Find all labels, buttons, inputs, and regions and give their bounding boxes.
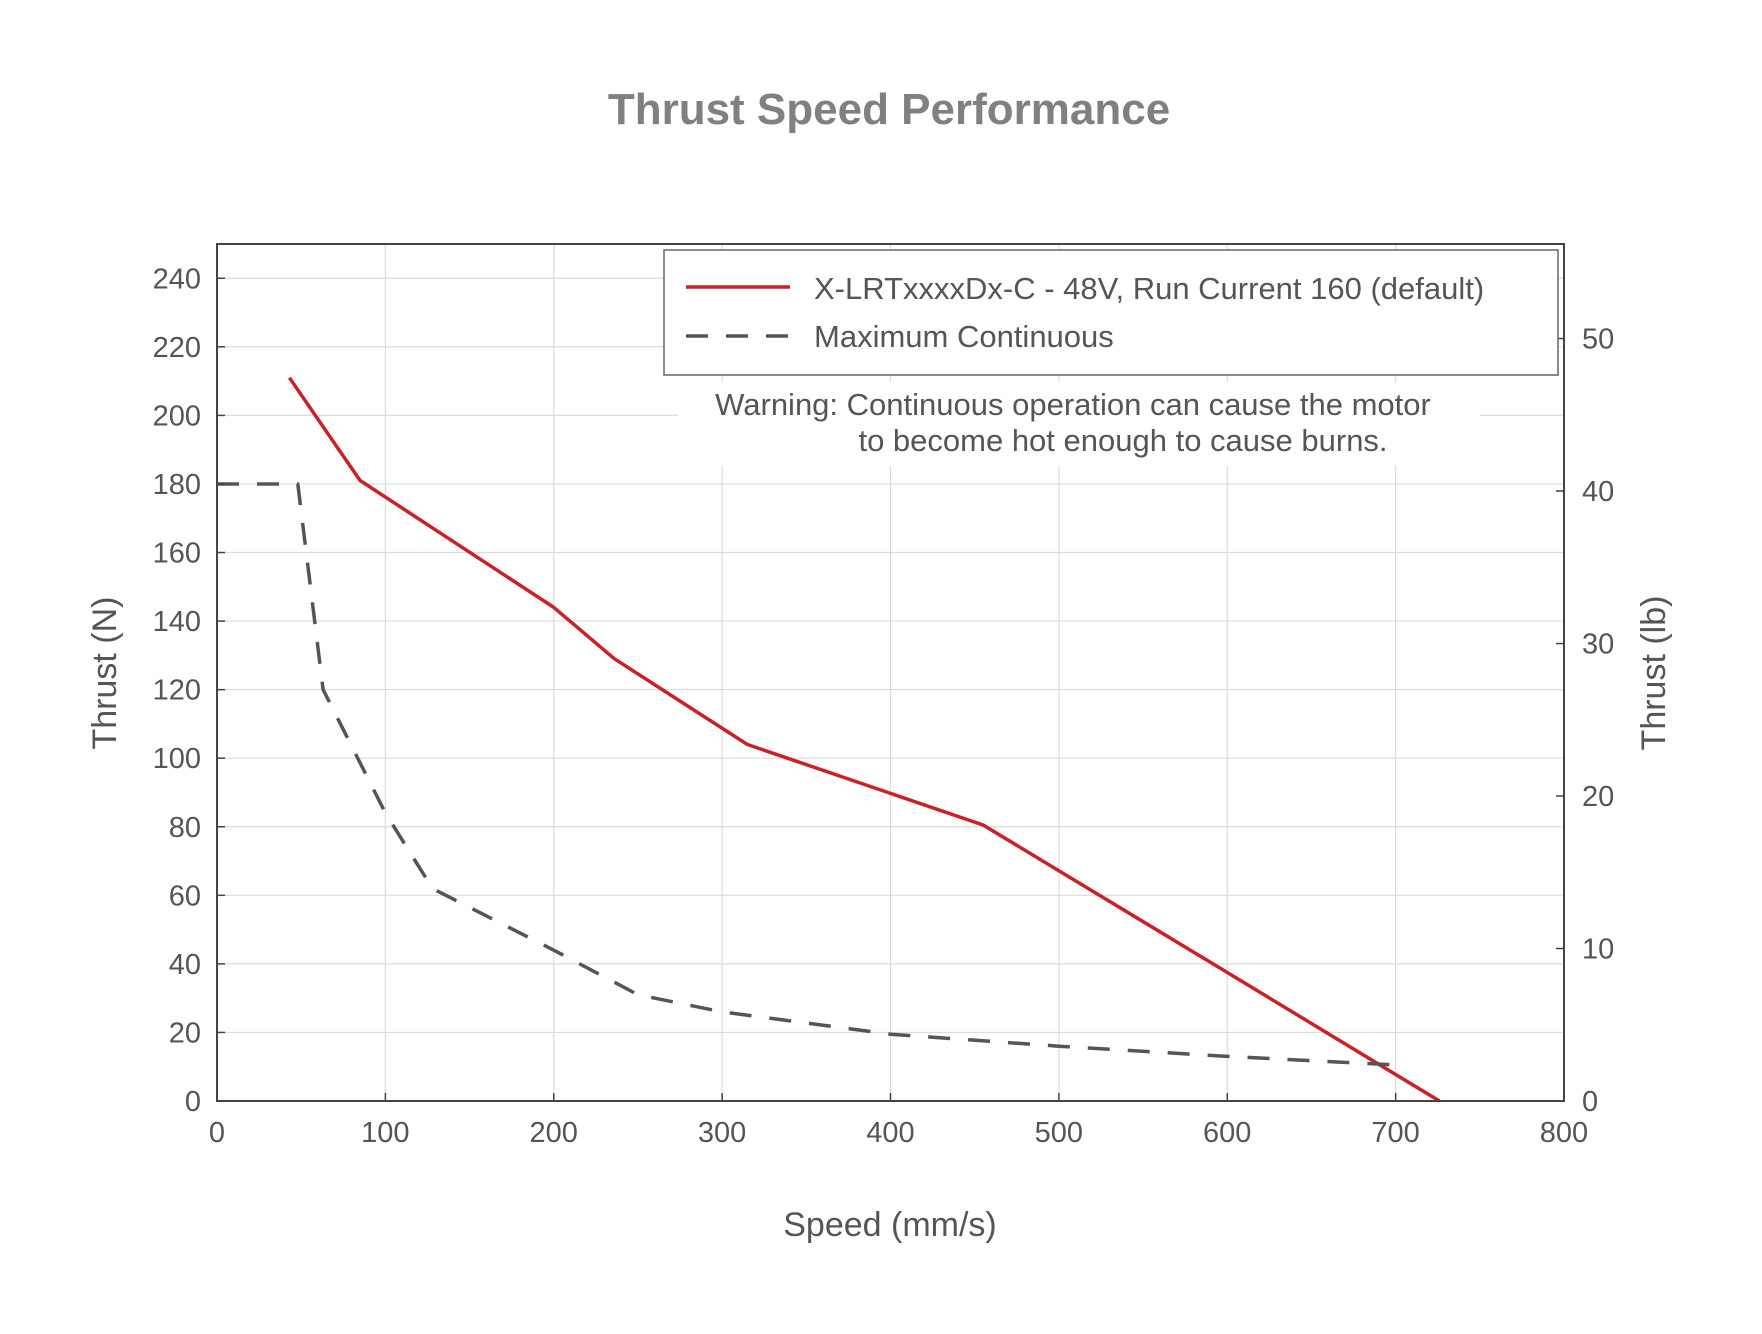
series-line-max-continuous bbox=[217, 482, 1396, 1067]
y-tick-label-left: 140 bbox=[153, 606, 201, 638]
legend-label-max-continuous: Maximum Continuous bbox=[814, 319, 1114, 354]
y-tick-label-left: 60 bbox=[169, 880, 201, 912]
y-tick-label-left: 240 bbox=[153, 263, 201, 295]
y-tick-label-left: 80 bbox=[169, 812, 201, 844]
series-line-run-current bbox=[287, 376, 1441, 1103]
y-tick-labels-left: 0 20 40 60 80 100 120 140 160 180 200 220 240 bbox=[153, 263, 201, 1118]
warning-line-1: Warning: Continuous operation can cause … bbox=[715, 387, 1431, 422]
x-tick-label: 200 bbox=[530, 1117, 578, 1149]
y-tick-label-right: 20 bbox=[1582, 781, 1614, 813]
y-tick-label-right: 0 bbox=[1582, 1086, 1598, 1118]
x-axis-label: Speed (mm/s) bbox=[783, 1206, 997, 1244]
tick-marks bbox=[216, 277, 1565, 1102]
y-axis-label-left: Thrust (N) bbox=[86, 597, 124, 750]
y-tick-label-left: 160 bbox=[153, 538, 201, 570]
x-tick-label: 700 bbox=[1371, 1117, 1419, 1149]
legend: X-LRTxxxxDx-C - 48V, Run Current 160 (de… bbox=[663, 249, 1559, 376]
y-tick-label-left: 20 bbox=[169, 1017, 201, 1049]
warning-background bbox=[678, 382, 1480, 466]
y-tick-label-right: 10 bbox=[1582, 934, 1614, 966]
x-tick-label: 500 bbox=[1035, 1117, 1083, 1149]
y-tick-label-right: 30 bbox=[1582, 629, 1614, 661]
warning-annotation: Warning: Continuous operation can cause … bbox=[678, 382, 1480, 466]
y-tick-label-left: 120 bbox=[153, 675, 201, 707]
y-tick-label-left: 180 bbox=[153, 469, 201, 501]
y-tick-label-left: 100 bbox=[153, 743, 201, 775]
y-tick-label-left: 40 bbox=[169, 949, 201, 981]
y-tick-label-left: 220 bbox=[153, 332, 201, 364]
x-tick-label: 100 bbox=[361, 1117, 409, 1149]
chart-title: Thrust Speed Performance bbox=[608, 85, 1170, 134]
y-tick-label-left: 0 bbox=[185, 1086, 201, 1118]
x-tick-label: 400 bbox=[866, 1117, 914, 1149]
legend-box bbox=[663, 249, 1559, 376]
series-layer bbox=[217, 376, 1441, 1103]
y-tick-labels-right: 0 10 20 30 40 50 bbox=[1582, 324, 1614, 1118]
warning-line-2: to become hot enough to cause burns. bbox=[858, 423, 1387, 458]
y-tick-label-right: 40 bbox=[1582, 476, 1614, 508]
x-tick-label: 0 bbox=[209, 1117, 225, 1149]
y-tick-label-left: 200 bbox=[153, 400, 201, 432]
x-tick-label: 600 bbox=[1203, 1117, 1251, 1149]
x-tick-label: 800 bbox=[1540, 1117, 1588, 1149]
x-tick-labels: 0 100 200 300 400 500 600 700 800 bbox=[209, 1117, 1588, 1149]
y-tick-label-right: 50 bbox=[1582, 324, 1614, 356]
x-tick-label: 300 bbox=[698, 1117, 746, 1149]
y-axis-label-right: Thrust (lb) bbox=[1635, 596, 1673, 751]
legend-label-run-current: X-LRTxxxxDx-C - 48V, Run Current 160 (de… bbox=[814, 271, 1484, 306]
